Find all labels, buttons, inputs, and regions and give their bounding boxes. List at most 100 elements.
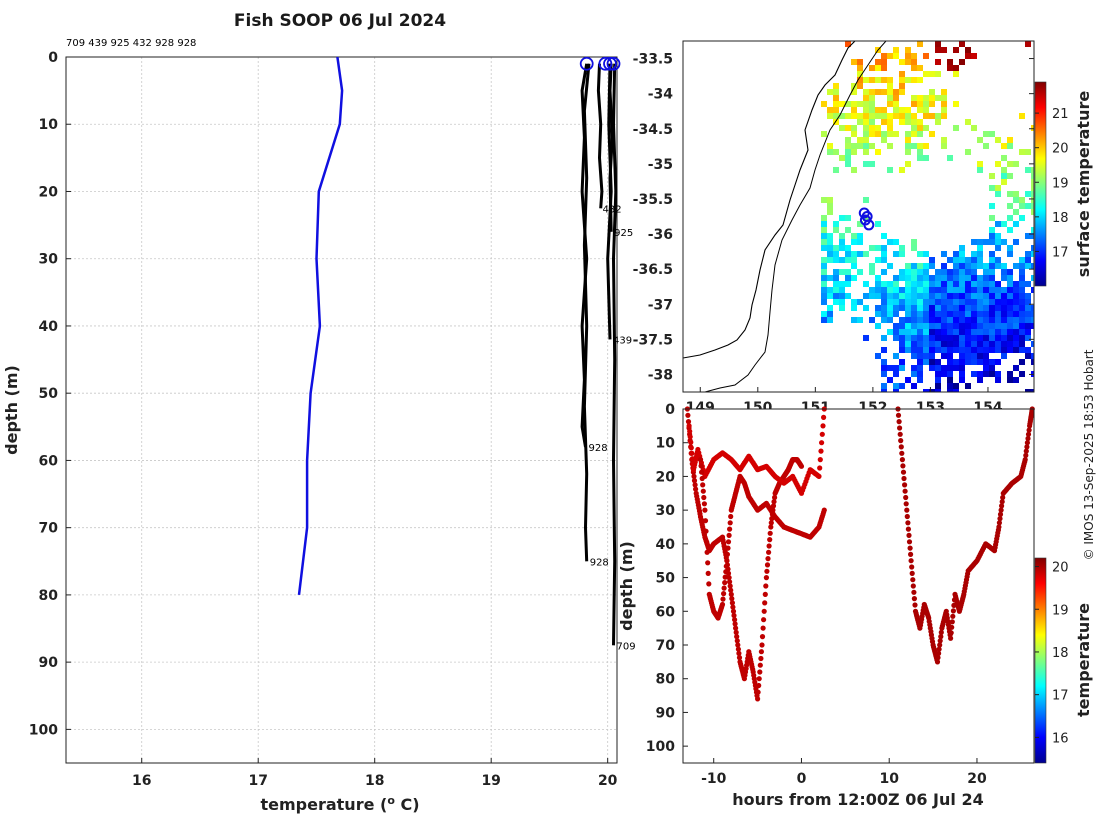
sst-pixel <box>905 347 911 353</box>
sst-pixel <box>941 341 947 347</box>
sst-pixel <box>899 305 905 311</box>
sst-pixel <box>965 281 971 287</box>
map-lat-label: -36 <box>648 227 673 243</box>
sst-pixel <box>887 263 893 269</box>
timeseries-point-cast4 <box>935 655 941 661</box>
sst-pixel <box>1001 347 1007 353</box>
sst-pixel <box>947 389 953 392</box>
sst-pixel <box>971 359 977 365</box>
timeseries-point-cast1 <box>770 503 777 509</box>
sst-pixel <box>971 299 977 305</box>
sst-pixel <box>929 335 935 341</box>
sst-pixel <box>851 149 857 155</box>
sst-pixel <box>929 89 935 95</box>
timeseries-point-cast2 <box>817 465 823 471</box>
sst-pixel <box>983 299 989 305</box>
sst-pixel <box>899 329 905 335</box>
profile-series <box>297 56 618 646</box>
sst-pixel <box>959 257 965 263</box>
timeseries-point-cast4 <box>998 507 1004 513</box>
sst-pixel <box>887 167 893 173</box>
timeseries-point-cast1 <box>691 478 698 484</box>
sst-pixel <box>1001 293 1007 299</box>
sst-pixel <box>953 251 959 257</box>
timeseries-point-cast2 <box>819 431 825 437</box>
sst-pixel <box>1031 185 1034 191</box>
sst-pixel <box>971 275 977 281</box>
sst-pixel <box>881 89 887 95</box>
sst-pixel <box>821 269 827 275</box>
sst-pixel <box>1031 167 1034 173</box>
timeseries-point-cast1 <box>798 463 805 469</box>
sst-pixel <box>971 305 977 311</box>
sst-pixel <box>983 341 989 347</box>
sst-pixel <box>893 53 899 59</box>
sst-pixel <box>953 335 959 341</box>
sst-pixel <box>1025 149 1031 155</box>
sst-pixel <box>1001 269 1007 275</box>
sst-pixel <box>833 113 839 119</box>
sst-pixel <box>995 191 1001 197</box>
sst-pixel <box>905 119 911 125</box>
sst-pixel <box>947 299 953 305</box>
sst-pixel <box>917 263 923 269</box>
timeseries-point-cast3 <box>705 560 711 566</box>
timeseries-point-cast4 <box>937 642 943 648</box>
timeseries-y-label: depth (m) <box>617 541 636 631</box>
sst-pixel <box>881 335 887 341</box>
timeseries-point-cast1 <box>755 689 761 695</box>
temperature-colorbar-tick-label: 20 <box>1052 561 1069 576</box>
profile-cast-label: 439 <box>613 335 632 346</box>
sst-pixel <box>839 281 845 287</box>
sst-pixel <box>959 245 965 251</box>
sst-pixel <box>959 293 965 299</box>
sst-pixel <box>983 263 989 269</box>
sst-pixel <box>851 59 857 65</box>
timeseries-point-cast4 <box>907 545 913 551</box>
sst-pixel <box>863 77 869 83</box>
sst-pixel <box>983 287 989 293</box>
sst-pixel <box>977 263 983 269</box>
sst-pixel <box>857 317 863 323</box>
timeseries-point-cast3 <box>705 570 711 577</box>
sst-pixel <box>857 77 863 83</box>
timeseries-point-cast4 <box>1023 452 1029 458</box>
sst-pixel <box>917 269 923 275</box>
sst-pixel <box>1001 287 1007 293</box>
sst-pixel <box>929 257 935 263</box>
sst-pixel <box>905 299 911 305</box>
sst-pixel <box>911 341 917 347</box>
sst-pixel <box>935 329 941 335</box>
timeseries-point-cast4 <box>899 457 906 463</box>
sst-pixel <box>887 101 893 107</box>
timeseries-point-cast1 <box>762 600 768 606</box>
sst-pixel <box>821 281 827 287</box>
sst-pixel <box>983 353 989 359</box>
sst-pixel <box>983 305 989 311</box>
sst-pixel <box>917 329 923 335</box>
timeseries-point-cast4 <box>912 602 918 608</box>
sst-pixel <box>1019 149 1025 155</box>
sst-pixel <box>911 329 917 335</box>
map-lat-label: -34 <box>648 87 674 103</box>
timeseries-point-cast1 <box>755 696 761 702</box>
timeseries-point-cast1 <box>727 583 733 589</box>
sst-pixel <box>833 287 839 293</box>
sst-pixel <box>965 383 971 389</box>
sst-pixel <box>851 131 857 137</box>
sst-pixel <box>935 305 941 311</box>
sst-pixel <box>845 101 851 107</box>
sst-pixel <box>911 353 917 359</box>
sst-pixel <box>947 275 953 281</box>
sst-pixel <box>821 287 827 293</box>
sst-pixel <box>875 77 881 83</box>
sst-pixel <box>959 41 965 47</box>
timeseries-point-cast3 <box>725 545 731 551</box>
sst-pixel <box>977 335 983 341</box>
sst-pixel <box>821 131 827 137</box>
timeseries-point-cast4 <box>997 516 1003 522</box>
sst-pixel <box>959 251 965 257</box>
sst-pixel <box>845 143 851 149</box>
profile-y-tick-label: 0 <box>48 50 58 66</box>
sst-pixel <box>1001 263 1007 269</box>
